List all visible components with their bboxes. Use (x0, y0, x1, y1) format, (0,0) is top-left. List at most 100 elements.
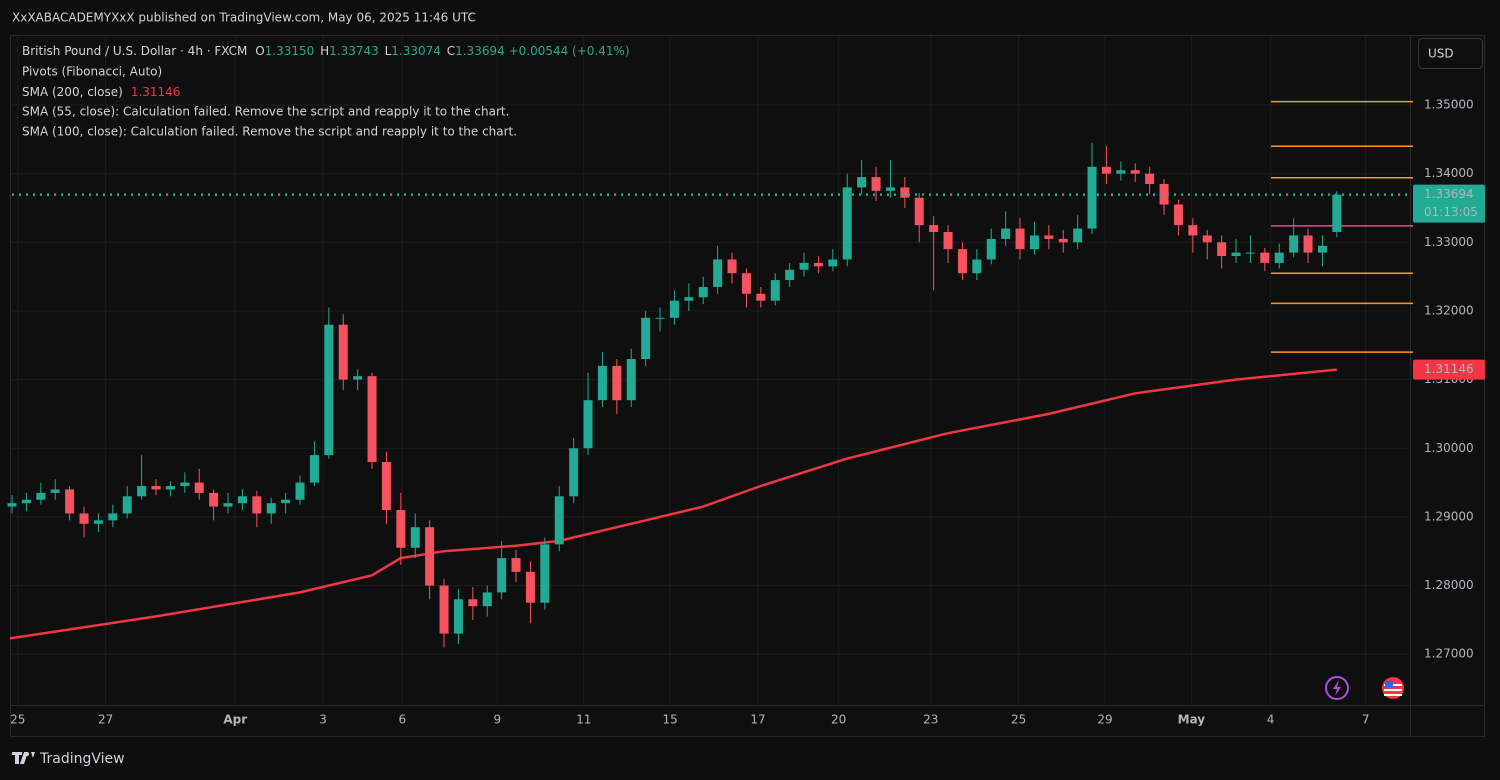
candle-body (295, 482, 305, 500)
candle-body (1001, 228, 1011, 239)
symbol-legend: British Pound / U.S. Dollar · 4h · FXCM … (22, 44, 630, 58)
candle-body (367, 376, 377, 462)
candle-body (756, 293, 766, 301)
ohlc-value: 1.33074 (391, 44, 441, 58)
candle-body (583, 400, 593, 449)
candle-body (137, 486, 147, 497)
y-tick-label: 1.28000 (1424, 578, 1474, 592)
candle-body (770, 280, 780, 301)
sma-line (9, 368, 1337, 640)
candle-body (122, 496, 132, 514)
candle-body (309, 455, 319, 483)
x-tick-label: 25 (10, 713, 25, 727)
candle-body (1130, 170, 1140, 174)
candle-body (669, 300, 679, 318)
currency-button[interactable] (1418, 38, 1483, 69)
candle-body (1058, 238, 1068, 243)
candle-body (165, 486, 175, 490)
candle-body (1303, 235, 1313, 253)
candle-body (684, 297, 694, 301)
ohlc-key: O (255, 44, 264, 58)
candle-body (353, 376, 363, 380)
candle-body (525, 571, 535, 603)
candle-body (900, 187, 910, 198)
candle-body (540, 544, 550, 603)
x-tick-label: 20 (831, 713, 846, 727)
y-tick-label: 1.35000 (1424, 98, 1474, 112)
candle-body (324, 324, 334, 456)
indicator-legend: SMA (200, close) 1.31146 (22, 85, 180, 99)
x-tick-label: Apr (223, 713, 247, 727)
candle-body (1202, 235, 1212, 243)
candle-body (50, 489, 60, 493)
y-tick-label: 1.30000 (1424, 441, 1474, 455)
candle-body (698, 286, 708, 298)
candle-body (885, 187, 895, 191)
sma-price-label: 1.31146 (1424, 362, 1474, 376)
candle-body (1073, 228, 1083, 243)
x-tick-label: 15 (662, 713, 677, 727)
candle-body (180, 482, 190, 487)
candle-body (1317, 245, 1327, 253)
indicator-legend: Pivots (Fibonacci, Auto) (22, 65, 162, 79)
candle-body (986, 238, 996, 260)
candle-body (799, 262, 809, 270)
candle-body (597, 365, 607, 401)
x-tick-label: 6 (398, 713, 406, 727)
x-tick-label: 3 (319, 713, 327, 727)
last-price-label: 1.33694 (1424, 187, 1474, 201)
candle-body (252, 496, 262, 514)
x-tick-label: 4 (1267, 713, 1275, 727)
x-tick-label: 7 (1362, 713, 1370, 727)
axes: 1.350001.340001.330001.320001.310001.300… (10, 98, 1485, 727)
candle-body (21, 499, 31, 504)
candle-body (857, 177, 867, 188)
x-tick-label: 17 (750, 713, 765, 727)
candle-body (813, 262, 823, 267)
candle-body (1332, 194, 1342, 233)
event-icon[interactable] (1382, 677, 1404, 699)
brand: TradingView (12, 751, 125, 767)
last-price-box (1413, 184, 1485, 223)
candle-body (1087, 166, 1097, 229)
candle-body (194, 482, 204, 493)
ohlc-value: 1.33743 (329, 44, 379, 58)
candle-body (93, 520, 103, 524)
candle-body (410, 527, 420, 548)
candle-body (396, 510, 406, 548)
candle-body (453, 599, 463, 634)
candle-body (1231, 252, 1241, 257)
candle-body (554, 496, 564, 545)
y-tick-label: 1.27000 (1424, 647, 1474, 661)
candle-body (569, 448, 579, 497)
candle-body (1029, 235, 1039, 250)
candle-body (929, 225, 939, 233)
candle-body (626, 359, 636, 401)
candle-body (1245, 252, 1255, 254)
candle-body (1159, 183, 1169, 205)
y-tick-label: 1.29000 (1424, 509, 1474, 523)
ohlc-value: 1.33150 (265, 44, 315, 58)
candle-body (223, 503, 233, 507)
candle-body (65, 489, 75, 514)
plot (7, 100, 1413, 648)
candle-body (511, 558, 521, 572)
countdown-label: 01:13:05 (1424, 205, 1478, 219)
x-tick-label: 25 (1011, 713, 1026, 727)
indicator-legend: SMA (100, close): Calculation failed. Re… (22, 125, 517, 139)
ohlc-value: 1.33694 (455, 44, 505, 58)
candle-body (727, 259, 737, 274)
candle-body (1015, 228, 1025, 250)
ohlc-key: C (447, 44, 455, 58)
candle-body (151, 486, 161, 490)
candle-body (1044, 235, 1054, 239)
ohlc-key: H (320, 44, 329, 58)
alert-icon[interactable] (1325, 676, 1349, 700)
candle-body (1145, 173, 1155, 184)
candle-body (713, 259, 723, 287)
candle-body (497, 558, 507, 593)
sma-price-box (1413, 359, 1485, 380)
indicator-name: SMA (200, close) (22, 85, 123, 99)
candle-body (1173, 204, 1183, 226)
brand-name: TradingView (39, 751, 125, 767)
